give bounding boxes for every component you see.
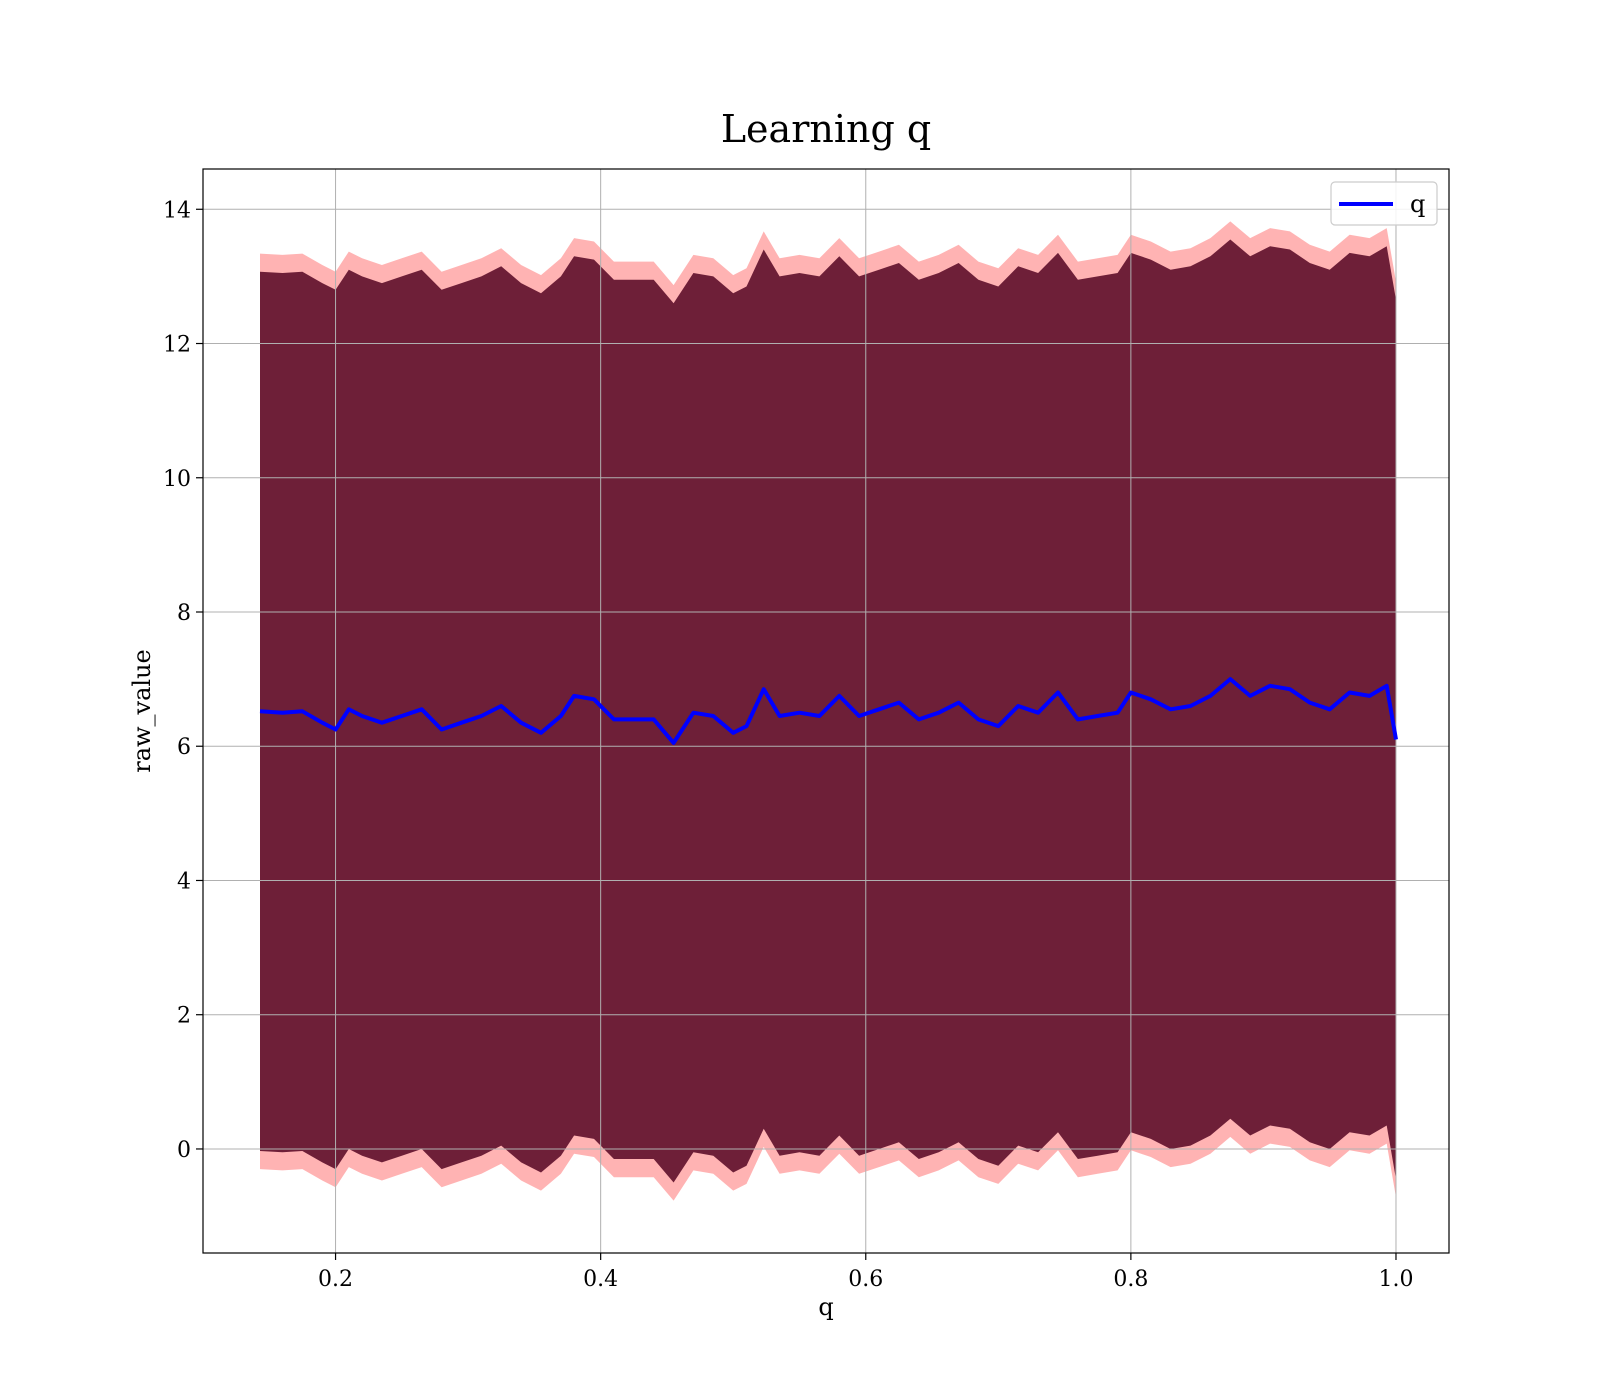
chart-title: Learning q [721, 107, 931, 151]
grid-lines [203, 169, 1449, 1253]
y-tick-label-2: 4 [177, 869, 191, 894]
legend-label-q: q [1410, 190, 1425, 218]
plot-frame [202, 168, 1450, 1254]
series-line-layer [259, 677, 1398, 745]
x-axis-ticks: 0.2 0.4 0.6 0.8 1.0 [318, 1253, 1413, 1292]
band-inner [260, 239, 1396, 1183]
y-axis-label: raw_value [128, 649, 156, 773]
y-tick-label-5: 10 [163, 467, 191, 492]
y-tick-label-7: 14 [163, 198, 191, 223]
confidence-bands [260, 221, 1396, 1201]
y-tick-label-3: 6 [177, 735, 191, 760]
y-axis-ticks: 0 2 4 6 8 10 12 14 [163, 198, 203, 1163]
x-tick-label-0: 0.2 [318, 1267, 353, 1292]
y-tick-label-6: 12 [163, 333, 191, 358]
x-tick-label-4: 1.0 [1378, 1267, 1413, 1292]
x-tick-label-1: 0.4 [583, 1267, 618, 1292]
x-axis-label: q [818, 1293, 833, 1321]
series-line-q [259, 677, 1398, 745]
y-tick-label-1: 2 [177, 1004, 191, 1029]
x-tick-label-2: 0.6 [848, 1267, 883, 1292]
x-tick-label-3: 0.8 [1113, 1267, 1148, 1292]
y-tick-label-0: 0 [177, 1138, 191, 1163]
y-tick-label-4: 8 [177, 601, 191, 626]
legend: q [1330, 181, 1438, 226]
